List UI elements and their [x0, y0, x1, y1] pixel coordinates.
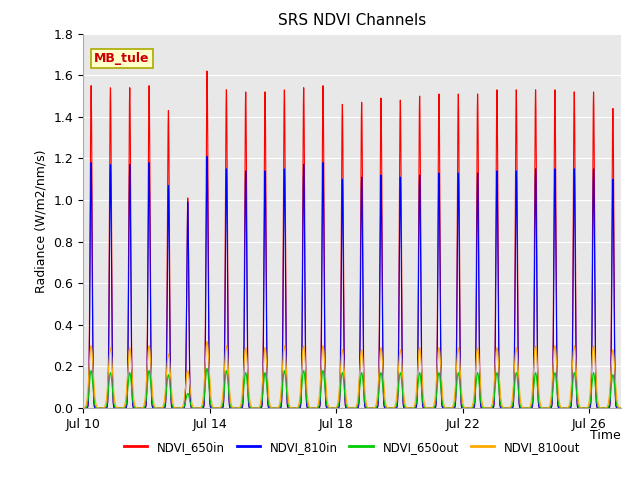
- Text: Time: Time: [590, 429, 621, 442]
- Y-axis label: Radiance (W/m2/nm/s): Radiance (W/m2/nm/s): [35, 149, 48, 292]
- Text: MB_tule: MB_tule: [94, 52, 150, 65]
- Title: SRS NDVI Channels: SRS NDVI Channels: [278, 13, 426, 28]
- Legend: NDVI_650in, NDVI_810in, NDVI_650out, NDVI_810out: NDVI_650in, NDVI_810in, NDVI_650out, NDV…: [119, 436, 585, 458]
